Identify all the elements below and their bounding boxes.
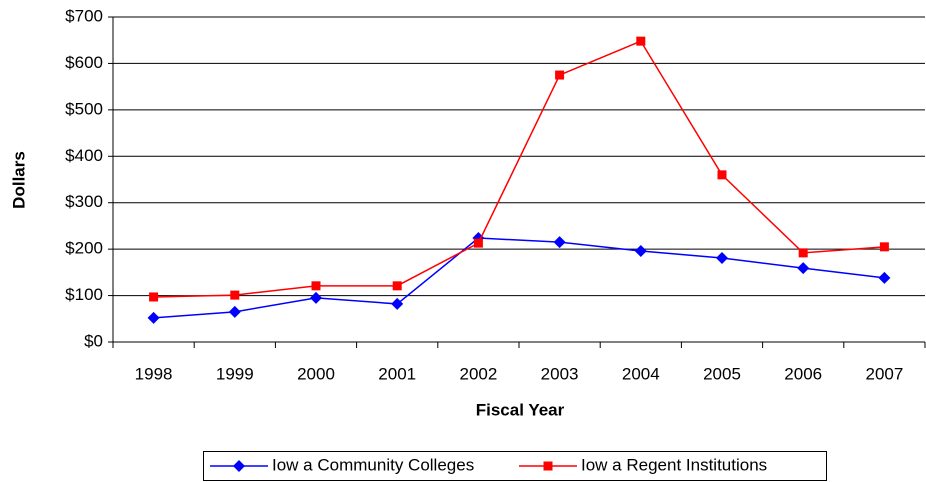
x-axis-title: Fiscal Year (476, 400, 565, 419)
data-point (555, 70, 565, 80)
data-point (310, 291, 322, 304)
x-tick-label: 1998 (135, 364, 173, 383)
x-tick-label: 2004 (622, 364, 660, 383)
y-tick-label: $400 (65, 146, 103, 165)
y-tick-label: $0 (84, 331, 103, 350)
x-tick-label: 2005 (703, 364, 741, 383)
legend-marker (233, 460, 245, 472)
data-point (878, 271, 891, 284)
data-point (228, 305, 241, 318)
data-point (230, 290, 240, 300)
data-point (473, 238, 483, 248)
legend-label: Iow a Community Colleges (272, 455, 474, 474)
x-tick-label: 2000 (297, 364, 335, 383)
y-tick-label: $100 (65, 285, 103, 304)
y-axis-title: Dollars (9, 151, 28, 209)
y-tick-label: $300 (65, 192, 103, 211)
data-point (797, 262, 810, 275)
y-tick-label: $700 (65, 6, 103, 25)
y-tick-label: $600 (65, 53, 103, 72)
x-tick-label: 2001 (378, 364, 416, 383)
data-point (879, 242, 889, 252)
data-point (149, 292, 159, 302)
data-point (147, 311, 160, 324)
legend-box (203, 451, 827, 481)
data-point (553, 236, 566, 249)
series-line (153, 237, 885, 319)
legend-marker (543, 461, 553, 471)
y-tick-label: $200 (65, 239, 103, 258)
data-point (391, 297, 404, 310)
data-point (717, 170, 727, 180)
x-tick-label: 2006 (784, 364, 822, 383)
series-line (153, 40, 885, 298)
legend-label: Iow a Regent Institutions (581, 455, 767, 474)
x-tick-label: 2002 (459, 364, 497, 383)
data-point (716, 251, 728, 264)
data-point (392, 281, 402, 291)
x-tick-label: 2003 (541, 364, 579, 383)
data-point (311, 281, 321, 291)
y-tick-label: $500 (65, 99, 103, 118)
x-tick-label: 1999 (216, 364, 254, 383)
x-tick-label: 2007 (865, 364, 903, 383)
data-point (634, 245, 647, 257)
data-point (798, 248, 808, 258)
data-point (636, 36, 646, 46)
